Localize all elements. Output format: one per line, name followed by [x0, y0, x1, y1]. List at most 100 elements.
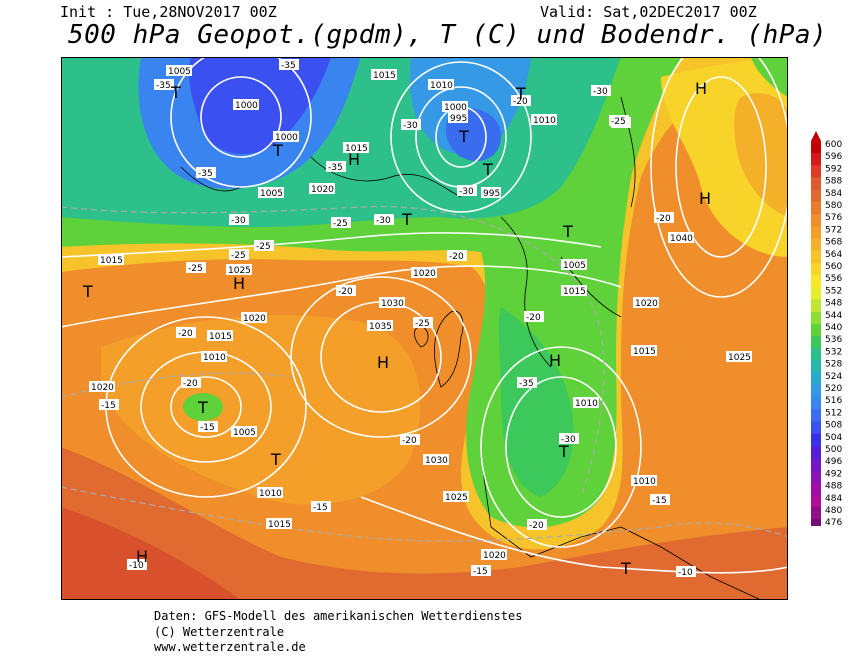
svg-text:1000: 1000 [444, 103, 467, 113]
temp-label-18: -20 [336, 285, 356, 297]
high-center-5: H [549, 351, 561, 370]
label-1005-a: 1005 [166, 65, 192, 77]
svg-text:1025: 1025 [228, 266, 251, 276]
label-1000-a: 1000 [233, 99, 259, 111]
legend-tick-label: 508 [825, 421, 842, 431]
svg-text:1010: 1010 [203, 353, 226, 363]
temp-label-26: -15 [198, 421, 218, 433]
temp-label-21: -20 [447, 250, 467, 262]
legend-tick-label: 504 [825, 433, 842, 443]
svg-text:1015: 1015 [563, 287, 586, 297]
label-1015-b: 1015 [343, 142, 369, 154]
svg-text:-15: -15 [473, 567, 488, 577]
svg-text:-30: -30 [593, 87, 608, 97]
legend-tick-label: 500 [825, 445, 842, 455]
temp-label-30: -20 [527, 519, 547, 531]
low-center-5: T [482, 160, 493, 179]
temp-label-8: -25 [331, 217, 351, 229]
legend-tick-label: 584 [825, 189, 842, 199]
svg-text:-20: -20 [513, 97, 528, 107]
fill-green-ne [751, 57, 788, 97]
svg-text:1020: 1020 [635, 299, 658, 309]
legend-tick-label: 516 [825, 396, 842, 406]
svg-text:-35: -35 [328, 163, 343, 173]
svg-text:-30: -30 [231, 216, 246, 226]
svg-text:-20: -20 [178, 329, 193, 339]
legend-labels: 600 596 592 588 584 580 576 572 568 564 560 556 552 5… [825, 140, 842, 526]
svg-text:-20: -20 [526, 313, 541, 323]
svg-text:-25: -25 [231, 251, 246, 261]
temp-label-10: -30 [229, 214, 249, 226]
label-1015-f: 1015 [631, 345, 657, 357]
legend-swatch [811, 153, 821, 166]
label-1010-b: 1010 [531, 114, 557, 126]
high-center-1: H [377, 353, 389, 372]
svg-text:-25: -25 [256, 242, 271, 252]
label-1030-a: 1030 [379, 297, 405, 309]
high-center-3: H [695, 79, 707, 98]
legend-swatch [811, 507, 821, 520]
temp-label-34: -10 [676, 566, 696, 578]
low-center-8: T [82, 282, 93, 301]
valid-time: Valid: Sat,02DEC2017 00Z [540, 3, 757, 21]
legend-swatch [811, 494, 821, 508]
legend-swatch [811, 189, 821, 203]
legend-swatch [811, 177, 821, 191]
low-center-12: T [620, 559, 631, 578]
weather-map: 1005 1000 1015 1010 1000 995 1015 1000 1… [61, 57, 788, 600]
svg-text:-30: -30 [561, 435, 576, 445]
svg-text:995: 995 [483, 189, 500, 199]
legend-tick-label: 560 [825, 262, 842, 272]
label-1040: 1040 [668, 232, 694, 244]
label-1015-a: 1015 [371, 69, 397, 81]
temp-label-3: -20 [511, 95, 531, 107]
temp-label-16: -20 [654, 212, 674, 224]
legend-swatch [811, 226, 821, 240]
svg-text:1015: 1015 [268, 520, 291, 530]
label-1005-c: 1005 [561, 259, 587, 271]
temp-label-13: -25 [186, 262, 206, 274]
temp-label-27: -30 [559, 433, 579, 445]
legend-tick-label: 548 [825, 299, 842, 309]
legend-tick-label: 564 [825, 250, 842, 260]
temp-label-2: -35 [279, 59, 299, 71]
high-center-2: H [233, 274, 245, 293]
svg-text:1010: 1010 [575, 399, 598, 409]
svg-text:1015: 1015 [100, 256, 123, 266]
init-time: Init : Tue,28NOV2017 00Z [60, 3, 277, 21]
svg-text:1010: 1010 [430, 81, 453, 91]
temp-label-12: -25 [229, 249, 249, 261]
legend-swatch [811, 433, 821, 447]
svg-text:-15: -15 [313, 503, 328, 513]
svg-text:1015: 1015 [209, 332, 232, 342]
label-1015-g: 1015 [266, 518, 292, 530]
low-center-7: T [562, 222, 573, 241]
legend-tick-label: 544 [825, 311, 842, 321]
pressure-labels: 1005 1000 1015 1010 1000 995 1015 1000 1… [89, 65, 752, 561]
svg-text:995: 995 [450, 114, 467, 124]
legend-tick-label: 540 [825, 323, 842, 333]
legend-tick-label: 588 [825, 177, 842, 187]
legend-swatch [811, 324, 821, 337]
legend-top-arrow [811, 131, 821, 141]
svg-text:1020: 1020 [91, 383, 114, 393]
low-center-11: T [558, 442, 569, 461]
low-center-1: T [170, 83, 181, 102]
label-1010-a: 1010 [428, 79, 454, 91]
legend-swatch [811, 372, 821, 386]
fill-red-south [61, 447, 788, 600]
footer-data-source: Daten: GFS-Modell des amerikanischen Wet… [154, 609, 523, 623]
legend-swatch [811, 214, 821, 227]
legend-tick-label: 496 [825, 457, 842, 467]
temperature-labels: -35 -35 -20 -30 -25 -30 -35 -25 -35 -30 … [99, 59, 696, 578]
label-1020-c: 1020 [241, 312, 267, 324]
svg-text:-20: -20 [449, 252, 464, 262]
temp-label-9: -35 [326, 161, 346, 173]
legend-swatch [811, 470, 821, 484]
svg-text:1005: 1005 [260, 189, 283, 199]
temp-label-6: -30 [401, 119, 421, 131]
svg-text:1030: 1030 [381, 299, 404, 309]
svg-text:1020: 1020 [311, 185, 334, 195]
high-center-7: H [348, 150, 360, 169]
svg-text:-25: -25 [611, 117, 626, 127]
